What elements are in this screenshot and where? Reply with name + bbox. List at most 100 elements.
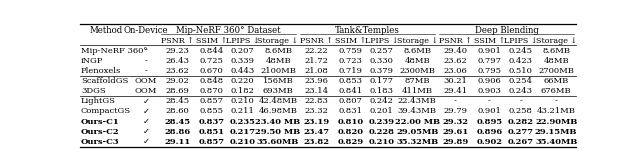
Text: OOM: OOM — [135, 77, 157, 85]
Text: 0.258: 0.258 — [509, 108, 532, 115]
Text: Storage ↓: Storage ↓ — [536, 36, 577, 45]
Text: 23.47: 23.47 — [303, 128, 330, 136]
Text: 0.848: 0.848 — [199, 77, 223, 85]
Text: PSNR ↑: PSNR ↑ — [300, 36, 333, 45]
Text: 22.83: 22.83 — [305, 97, 328, 105]
Text: 35.32MB: 35.32MB — [396, 138, 438, 146]
Text: 0.844: 0.844 — [199, 47, 223, 55]
Text: 21.72: 21.72 — [305, 57, 328, 65]
Text: 29.40: 29.40 — [444, 47, 467, 55]
Text: ✓: ✓ — [143, 137, 150, 146]
Text: 8.6MB: 8.6MB — [542, 47, 570, 55]
Text: 0.901: 0.901 — [477, 47, 501, 55]
Text: 21.08: 21.08 — [305, 67, 328, 75]
Text: 43.21MB: 43.21MB — [537, 108, 575, 115]
Text: 156MB: 156MB — [263, 77, 294, 85]
Text: 29.32: 29.32 — [442, 118, 468, 126]
Text: 0.210: 0.210 — [369, 138, 395, 146]
Text: 28.45: 28.45 — [164, 118, 190, 126]
Text: LightGS: LightGS — [81, 97, 116, 105]
Text: 23.96: 23.96 — [305, 77, 328, 85]
Text: PSNR ↑: PSNR ↑ — [439, 36, 472, 45]
Text: Mip-NeRF 360°: Mip-NeRF 360° — [81, 47, 147, 55]
Text: -: - — [145, 67, 147, 75]
Text: CompactGS: CompactGS — [81, 108, 131, 115]
Text: 35.60MB: 35.60MB — [257, 138, 300, 146]
Text: LPIPS ↓: LPIPS ↓ — [226, 36, 259, 45]
Text: SSIM ↑: SSIM ↑ — [196, 36, 227, 45]
Text: Storage ↓: Storage ↓ — [397, 36, 438, 45]
Text: 0.841: 0.841 — [339, 87, 362, 95]
Text: 23.06: 23.06 — [444, 67, 467, 75]
Text: 2100MB: 2100MB — [260, 67, 296, 75]
Text: Ours-C3: Ours-C3 — [81, 138, 120, 146]
Text: 29.41: 29.41 — [444, 87, 467, 95]
Text: 0.220: 0.220 — [231, 77, 255, 85]
Text: Method: Method — [90, 26, 123, 35]
Text: 0.895: 0.895 — [476, 118, 502, 126]
Text: 0.207: 0.207 — [231, 47, 255, 55]
Text: 29.23: 29.23 — [165, 47, 189, 55]
Text: 48MB: 48MB — [543, 57, 569, 65]
Text: 0.837: 0.837 — [198, 118, 225, 126]
Text: Deep Blending: Deep Blending — [474, 26, 538, 35]
Text: 0.210: 0.210 — [231, 97, 255, 105]
Text: 0.257: 0.257 — [370, 47, 394, 55]
Text: 0.870: 0.870 — [200, 87, 223, 95]
Text: 22.00 MB: 22.00 MB — [395, 118, 440, 126]
Text: 0.723: 0.723 — [339, 57, 362, 65]
Text: 22.90MB: 22.90MB — [535, 118, 577, 126]
Text: 87MB: 87MB — [404, 77, 430, 85]
Text: 0.759: 0.759 — [339, 47, 362, 55]
Text: 29.61: 29.61 — [442, 128, 468, 136]
Text: PSNR ↑: PSNR ↑ — [161, 36, 194, 45]
Text: Mip-NeRF 360° Dataset: Mip-NeRF 360° Dataset — [176, 26, 281, 35]
Text: 29.05MB: 29.05MB — [396, 128, 438, 136]
Text: -: - — [488, 97, 491, 105]
Text: 39.43MB: 39.43MB — [397, 108, 436, 115]
Text: 29.79: 29.79 — [444, 108, 467, 115]
Text: 0.510: 0.510 — [509, 67, 532, 75]
Text: Ours-C1: Ours-C1 — [81, 118, 120, 126]
Text: 0.177: 0.177 — [370, 77, 394, 85]
Text: LPIPS ↓: LPIPS ↓ — [504, 36, 538, 45]
Text: 0.851: 0.851 — [198, 128, 225, 136]
Text: 0.423: 0.423 — [509, 57, 532, 65]
Text: 0.282: 0.282 — [508, 118, 534, 126]
Text: 29.50 MB: 29.50 MB — [255, 128, 301, 136]
Text: 0.211: 0.211 — [230, 108, 255, 115]
Text: 2300MB: 2300MB — [399, 67, 435, 75]
Text: 35.40MB: 35.40MB — [535, 138, 577, 146]
Text: 0.243: 0.243 — [509, 87, 532, 95]
Text: -: - — [555, 97, 557, 105]
Text: 29.11: 29.11 — [164, 138, 191, 146]
Text: 23.62: 23.62 — [444, 57, 467, 65]
Text: 0.820: 0.820 — [337, 128, 364, 136]
Text: 0.857: 0.857 — [198, 138, 225, 146]
Text: 0.217: 0.217 — [230, 128, 256, 136]
Text: -: - — [145, 57, 147, 65]
Text: iNGP: iNGP — [81, 57, 104, 65]
Text: 2700MB: 2700MB — [538, 67, 574, 75]
Text: 0.228: 0.228 — [369, 128, 395, 136]
Text: 30.21: 30.21 — [444, 77, 467, 85]
Text: ✓: ✓ — [143, 117, 150, 126]
Text: 48MB: 48MB — [266, 57, 291, 65]
Text: 28.86: 28.86 — [164, 128, 191, 136]
Text: 0.901: 0.901 — [477, 108, 501, 115]
Text: 0.245: 0.245 — [509, 47, 532, 55]
Text: 0.379: 0.379 — [370, 67, 394, 75]
Text: SSIM ↑: SSIM ↑ — [474, 36, 505, 45]
Text: 0.254: 0.254 — [509, 77, 532, 85]
Text: 0.443: 0.443 — [230, 67, 255, 75]
Text: 0.267: 0.267 — [508, 138, 534, 146]
Text: Ours-C2: Ours-C2 — [81, 128, 120, 136]
Text: 23.19: 23.19 — [303, 118, 330, 126]
Text: 0.902: 0.902 — [476, 138, 502, 146]
Text: 0.857: 0.857 — [199, 97, 223, 105]
Text: 411MB: 411MB — [402, 87, 433, 95]
Text: 0.855: 0.855 — [199, 108, 223, 115]
Text: 0.201: 0.201 — [370, 108, 394, 115]
Text: 29.02: 29.02 — [165, 77, 189, 85]
Text: 48MB: 48MB — [404, 57, 430, 65]
